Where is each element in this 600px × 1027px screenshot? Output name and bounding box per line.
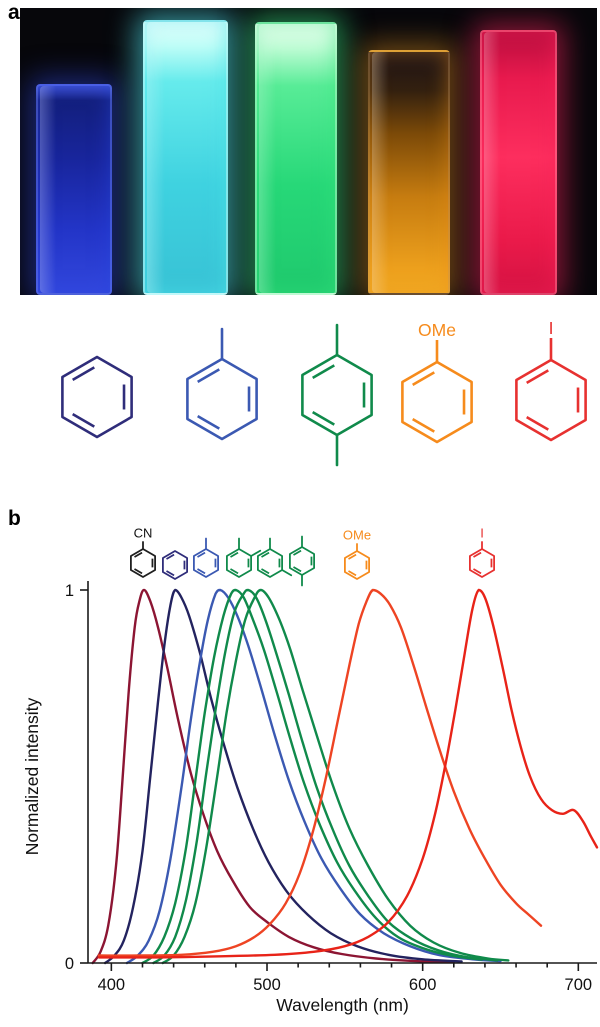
double-bond: [197, 415, 220, 430]
panel-b-label: b: [8, 507, 21, 530]
benzene-ring: [61, 355, 133, 439]
double-bond: [293, 566, 302, 573]
structure-label: I: [549, 318, 554, 338]
benzene-ring: [343, 550, 371, 580]
structure-toluene: [186, 327, 258, 441]
double-bond: [412, 371, 435, 386]
x-tick-label-500: 500: [253, 976, 281, 994]
structure-p-xylene: [288, 535, 316, 587]
structure-toluene: [192, 537, 220, 578]
double-bond: [166, 553, 175, 560]
benzene-ring: [192, 548, 220, 578]
structure-o-xylene: [225, 537, 262, 578]
structure-label: OMe: [343, 527, 371, 542]
y-tick-label-0: 0: [65, 955, 74, 973]
x-tick-label-700: 700: [565, 976, 593, 994]
benzene-ring: [256, 548, 284, 578]
glass-glare: [147, 22, 169, 293]
y-tick-label-1: 1: [65, 582, 74, 600]
y-axis-label: Normalized intensity: [22, 697, 42, 855]
double-bond: [473, 551, 482, 558]
double-bond: [197, 568, 206, 575]
benzene-ring: [225, 548, 253, 578]
cuvette-anisole: [368, 50, 450, 295]
double-bond: [526, 416, 549, 431]
glass-glare: [259, 24, 280, 293]
benzene-ring: [468, 548, 496, 578]
structure-anisole: OMe: [343, 527, 371, 580]
double-bond: [348, 553, 357, 560]
structure-benzene: [161, 550, 189, 580]
benzene-ring: [301, 353, 373, 437]
x-tick-label-600: 600: [409, 976, 437, 994]
spectrum-benzonitrile-CN: [91, 588, 455, 965]
cuvette-toluene: [143, 20, 228, 295]
structure-iodobenzene: I: [468, 527, 496, 578]
double-bond: [166, 570, 175, 577]
benzene-ring: [288, 546, 316, 576]
structure-benzene: [61, 355, 133, 439]
cuvette-iodobenzene: [480, 30, 557, 295]
structure-iodobenzene: I: [515, 318, 587, 442]
double-bond: [312, 411, 335, 426]
structure-p-xylene: [301, 323, 373, 467]
tick-labels: 400 500 600 700 0 1: [65, 582, 592, 994]
panel-a-label: a: [8, 1, 20, 24]
spectrum-iodobenzene-I: [97, 588, 599, 959]
structure-label: I: [480, 527, 484, 540]
glass-glare: [372, 52, 393, 293]
double-bond: [197, 368, 220, 383]
spectrum-benzene: [103, 588, 463, 965]
spectra-curves: [91, 588, 599, 965]
structure-label: CN: [134, 527, 153, 540]
double-bond: [72, 413, 95, 428]
benzene-ring: [161, 550, 189, 580]
benzene-ring: [401, 360, 473, 444]
double-bond: [230, 568, 239, 575]
glass-glare: [40, 86, 59, 293]
double-bond: [134, 568, 143, 575]
spectrum-p-xylene: [161, 588, 510, 965]
double-bond: [134, 551, 143, 558]
double-bond: [261, 568, 270, 575]
cuvette-benzene: [36, 84, 112, 295]
methyl-bond: [281, 569, 293, 577]
x-tick-label-400: 400: [98, 976, 126, 994]
benzene-ring: [129, 548, 157, 578]
double-bond: [72, 366, 95, 381]
structure-label: OMe: [418, 320, 456, 340]
double-bond: [348, 570, 357, 577]
double-bond: [312, 364, 335, 379]
double-bond: [261, 551, 270, 558]
structure-m-xylene: [256, 537, 293, 578]
spectrum-anisole-OMe: [97, 588, 543, 957]
structure-benzonitrile: CN: [129, 527, 157, 578]
uv-cuvette-photo: [20, 8, 597, 295]
spectrum-toluene: [125, 588, 502, 965]
cuvette-p-xylene: [255, 22, 337, 295]
axes: [80, 581, 597, 971]
double-bond: [412, 418, 435, 433]
glass-glare: [484, 32, 503, 293]
x-axis-label: Wavelength (nm): [276, 995, 409, 1015]
benzene-ring: [186, 357, 258, 441]
panel-a-structures: OMe I: [61, 318, 587, 467]
spectrum-o-xylene: [141, 588, 483, 965]
structure-anisole: OMe: [401, 320, 473, 444]
double-bond: [230, 551, 239, 558]
methyl-bond: [250, 549, 262, 557]
double-bond: [473, 568, 482, 575]
double-bond: [293, 549, 302, 556]
double-bond: [197, 551, 206, 558]
emission-spectra-chart: CN OMe I 400 500 600 700 0 1 Wavelength (nm) Norma…: [22, 527, 599, 1015]
benzene-ring: [515, 358, 587, 442]
double-bond: [526, 369, 549, 384]
